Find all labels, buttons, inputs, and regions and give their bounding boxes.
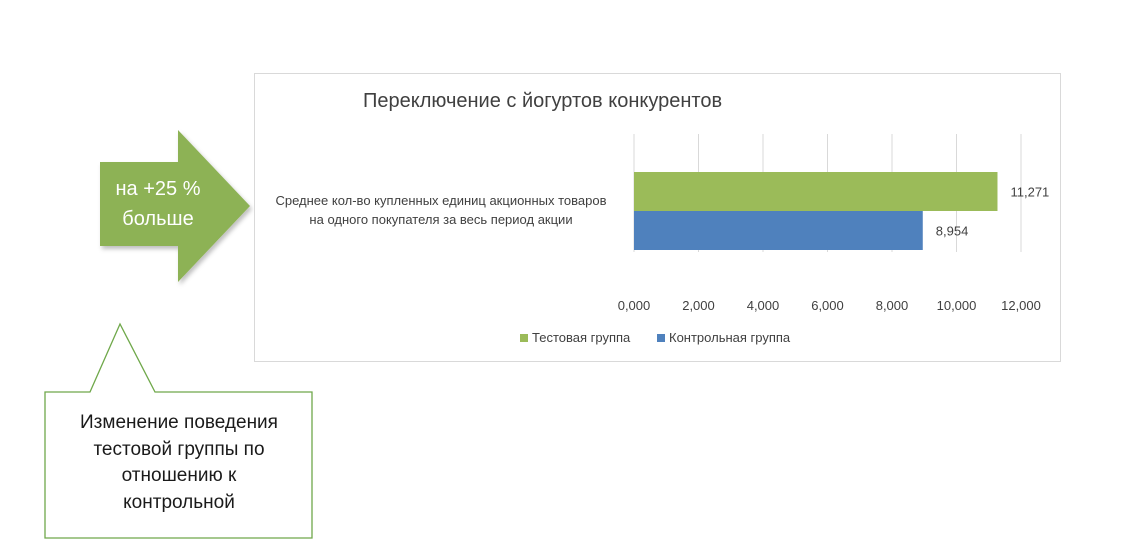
x-tick-label: 12,000 bbox=[1001, 298, 1041, 313]
data-label-test: 11,271 bbox=[1010, 185, 1049, 200]
x-tick-label: 0,000 bbox=[618, 298, 651, 313]
callout-line-4: контрольной bbox=[123, 491, 235, 513]
callout-line-1: Изменение поведения bbox=[80, 412, 278, 433]
arrow-shape bbox=[100, 130, 250, 282]
callout-line-2: тестовой группы по bbox=[93, 438, 265, 460]
bar-test-group bbox=[634, 172, 998, 211]
x-tick-label: 6,000 bbox=[811, 298, 844, 313]
data-label-control: 8,954 bbox=[936, 224, 969, 239]
arrow-label: на +25 % больше bbox=[100, 174, 216, 234]
x-tick-label: 10,000 bbox=[937, 298, 977, 313]
category-label: Среднее кол-во купленных единиц акционны… bbox=[261, 191, 621, 229]
x-tick-label: 8,000 bbox=[876, 298, 909, 313]
x-tick-label: 2,000 bbox=[682, 298, 715, 313]
legend-item-test: Тестовая группа bbox=[520, 330, 630, 345]
callout-shape bbox=[44, 322, 313, 539]
arrow-label-line-1: на +25 % bbox=[115, 178, 201, 200]
chart-title: Переключение с йогуртов конкурентов bbox=[363, 90, 723, 112]
arrow-label-line-2: больше bbox=[122, 208, 194, 230]
legend-label-control: Контрольная группа bbox=[669, 330, 791, 345]
legend-swatch-control bbox=[657, 334, 665, 342]
plot-area: 11,271 8,954 0,000 2,000 4,000 6,000 8,000 10,… bbox=[618, 134, 1049, 313]
legend-label-test: Тестовая группа bbox=[532, 330, 631, 345]
chart: Переключение с йогуртов конкурентов Сред… bbox=[254, 73, 1061, 362]
callout-line-3: отношению к bbox=[121, 465, 237, 486]
legend-item-control: Контрольная группа bbox=[657, 330, 790, 345]
legend-swatch-test bbox=[520, 334, 528, 342]
x-tick-label: 4,000 bbox=[747, 298, 780, 313]
category-label-line-2: на одного покупателя за весь период акци… bbox=[309, 212, 573, 227]
bar-control-group bbox=[634, 211, 923, 250]
callout-text: Изменение поведения тестовой группы по о… bbox=[46, 410, 312, 516]
category-label-line-1: Среднее кол-во купленных единиц акционны… bbox=[275, 193, 607, 208]
